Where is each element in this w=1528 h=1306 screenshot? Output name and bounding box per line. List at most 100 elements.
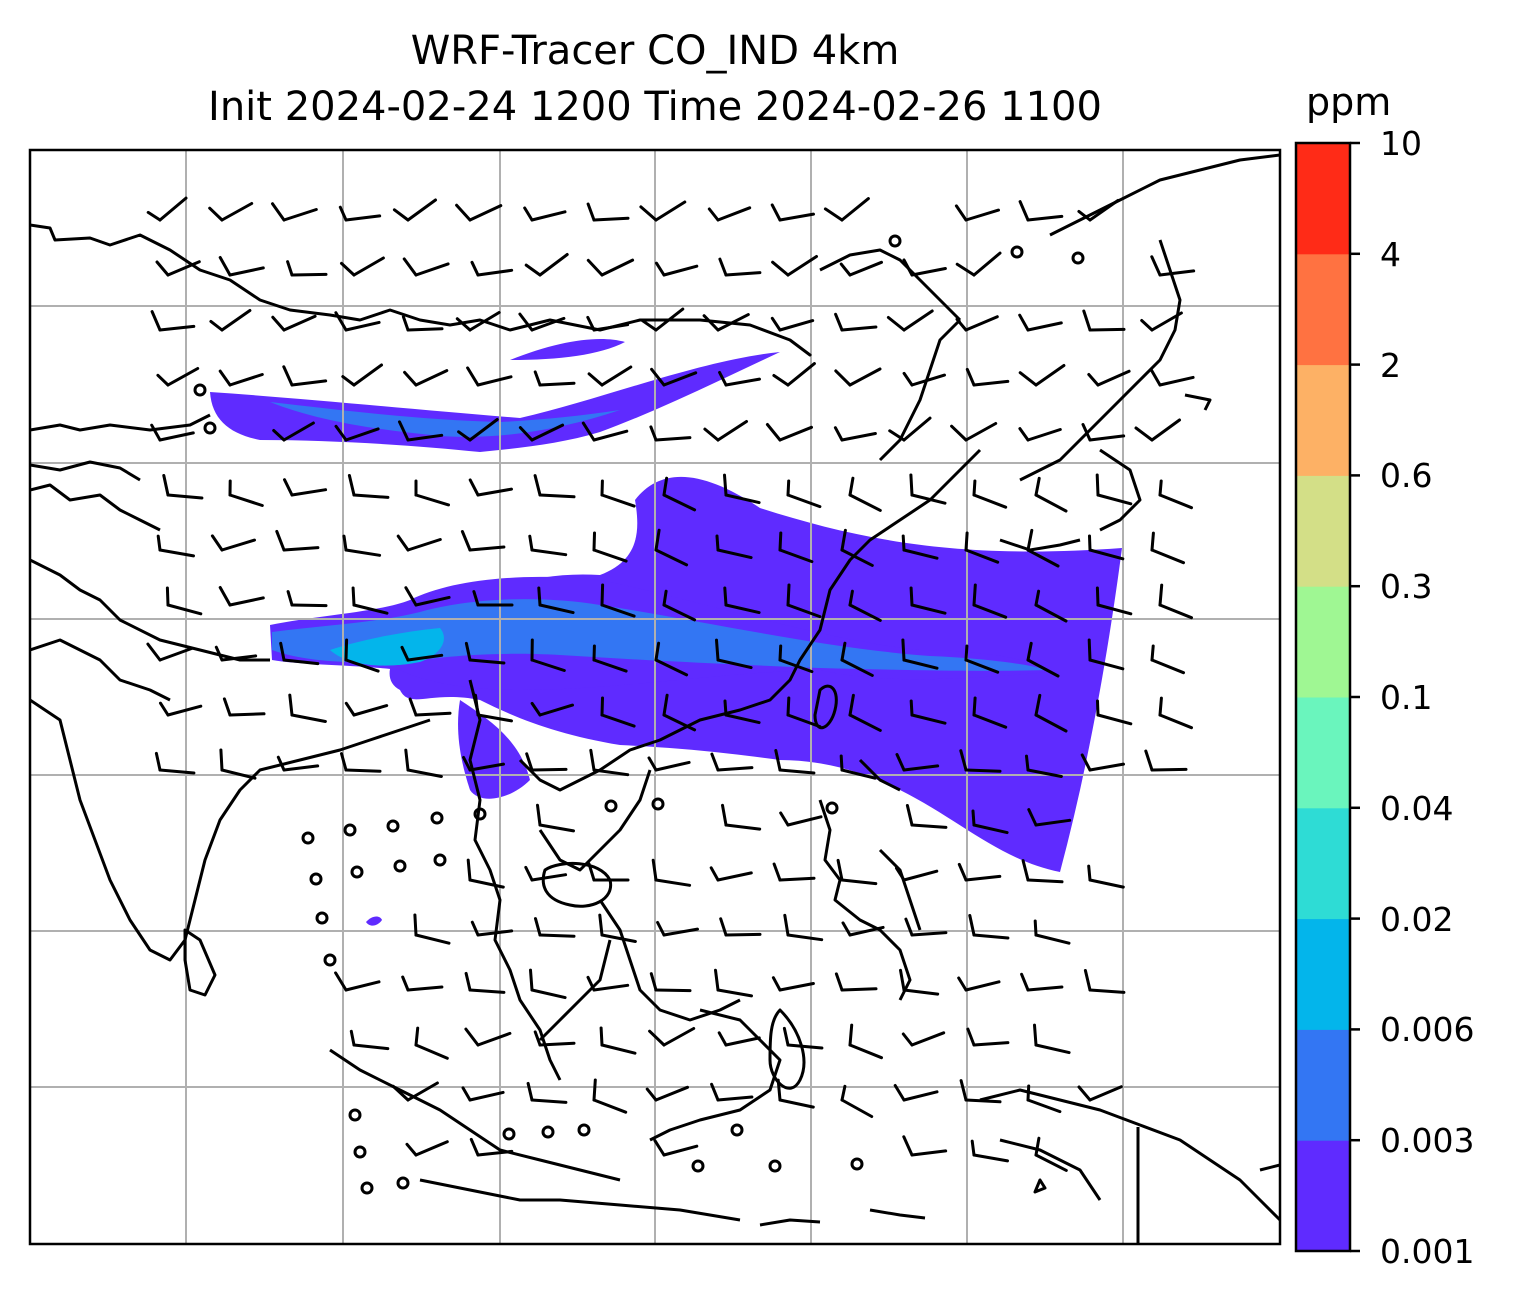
colorbar-tick-label: 10 (1380, 124, 1422, 163)
wind-barb (538, 823, 575, 833)
wind-barb (662, 1144, 699, 1157)
wind-barb-flag (1081, 423, 1092, 442)
wind-barb-flag (1077, 1085, 1092, 1102)
wind-barb-flag (150, 423, 162, 442)
wind-barb (654, 548, 689, 567)
calm-wind-circle (193, 383, 207, 397)
wind-barb (1088, 762, 1125, 772)
wind-barb-flag (776, 1078, 782, 1102)
wind-barb-flag (1034, 693, 1042, 717)
calm-wind-circle (301, 831, 315, 845)
wind-barb-flag (589, 748, 596, 772)
wind-barb-flag (901, 1032, 914, 1047)
wind-barb-flag (468, 478, 480, 497)
wind-barb (344, 658, 380, 673)
wind-barb-flag (834, 369, 852, 387)
wind-barb (1034, 1153, 1068, 1172)
wind-barb (840, 197, 870, 222)
wind-barb-flag (536, 803, 542, 827)
wind-barb (964, 980, 1001, 992)
wind-barb-flag (391, 1084, 410, 1102)
wind-barb-flag (893, 1084, 906, 1102)
colorbar-segment (1296, 253, 1350, 366)
calm-wind-circle (309, 872, 323, 886)
wind-barb-flag (592, 531, 596, 552)
wind-barb (592, 216, 630, 222)
wind-barb (220, 538, 256, 552)
wind-barb (910, 493, 947, 505)
wind-barb-flag (710, 752, 720, 772)
wind-barb (476, 375, 513, 387)
wind-barb-flag (778, 644, 783, 662)
wind-barb (600, 933, 637, 943)
wind-barb (972, 933, 1010, 940)
wind-barb-flag (1080, 753, 1092, 772)
colorbar-tick-label: 0.001 (1380, 1232, 1475, 1271)
wind-barb-flag (586, 315, 596, 332)
plume-central-peak (330, 628, 444, 666)
colorbar-segment (1296, 697, 1350, 809)
wind-barb-flag (1018, 427, 1030, 442)
wind-barb-flag (1087, 373, 1100, 387)
wind-barb-flag (472, 590, 480, 607)
wind-barb (778, 982, 815, 992)
wind-barb-flag (778, 531, 783, 552)
wind-barb-flag (662, 589, 668, 607)
wind-barb-flag (146, 642, 162, 662)
wind-barb-flag (466, 858, 472, 882)
wind-barb (592, 548, 628, 563)
wind-barb (592, 658, 628, 673)
wind-barb (716, 1095, 754, 1102)
wind-barb (352, 493, 390, 499)
wind-barb-flag (714, 968, 720, 992)
calm-wind-circle (1010, 245, 1024, 259)
wind-barb (592, 323, 630, 332)
wind-barb (468, 545, 506, 552)
wind-barb (158, 768, 196, 775)
wind-barb-flag (723, 699, 728, 717)
wind-barb-flag (651, 858, 658, 882)
wind-barb-flag (525, 752, 534, 772)
calm-wind-circle (323, 953, 337, 967)
wind-barb-flag (901, 534, 906, 552)
calm-wind-circle (541, 1125, 555, 1139)
wind-barb-flag (1134, 426, 1154, 442)
colorbar-tick-label: 4 (1380, 234, 1401, 274)
wind-barb-flag (464, 641, 472, 662)
wind-barb-flag (902, 1135, 914, 1157)
wind-barb (724, 271, 762, 277)
wind-barb (476, 929, 514, 937)
wind-barb (964, 658, 1000, 674)
wind-barb-flag (286, 260, 294, 277)
wind-barb (158, 196, 188, 222)
wind-barb (468, 762, 505, 772)
wind-barb-flag (1087, 638, 1092, 662)
wind-barb-flag (219, 748, 224, 772)
wind-barb-flag (271, 202, 286, 222)
colorbar-segment (1296, 1140, 1350, 1252)
wind-barb (282, 546, 320, 552)
wind-barb-flag (971, 809, 976, 827)
wind-barb (662, 713, 697, 732)
wind-barb-flag (464, 971, 472, 992)
wind-barb-flag (1034, 476, 1041, 497)
wind-barb (290, 713, 327, 723)
wind-barb-flag (154, 751, 162, 772)
wind-barb (406, 433, 444, 442)
wind-barb (902, 869, 939, 882)
wind-barb (538, 1041, 576, 1047)
wind-barb-flag (654, 641, 661, 662)
wind-barb (716, 548, 753, 560)
wind-barb (654, 658, 689, 677)
wind-barb-flag (841, 921, 852, 937)
wind-barb (530, 316, 566, 332)
wind-barb-flag (895, 753, 906, 772)
wind-barb (778, 658, 814, 674)
wind-barb (840, 548, 874, 567)
wind-barb (902, 764, 940, 772)
wind-barb (290, 488, 328, 497)
wind-barb-flag (455, 203, 472, 222)
colorbar-segment (1296, 143, 1350, 255)
wind-barb-flag (464, 1027, 480, 1047)
